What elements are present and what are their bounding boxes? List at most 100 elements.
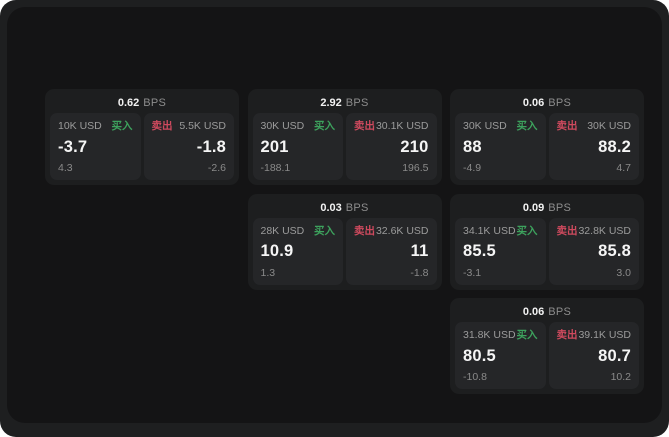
content-surface: 0.62 BPS 10K USD 买入 -3.7 4.3 卖出 5.5K USD… [7,7,662,423]
sell-side-label: 卖出 [354,120,375,132]
card-header: 0.06 BPS [455,93,639,113]
buy-sub-value: -188.1 [260,162,291,174]
buy-amount: 10K USD [58,120,102,132]
sell-panel-header: 卖出 30K USD [557,120,632,132]
sell-panel-header: 卖出 5.5K USD [152,120,227,132]
buy-price: 85.5 [463,242,496,260]
buy-sub-value: -4.9 [463,162,482,174]
bps-value: 0.09 [522,201,545,214]
bps-value: 2.92 [320,97,342,109]
buy-side-label: 买入 [516,120,538,132]
card-header: 0.62 BPS [50,93,234,113]
bps-unit-label: BPS [548,201,572,214]
buy-panel-header: 34.1K USD 买入 [463,225,538,237]
bps-value: 0.06 [522,306,545,318]
sell-sub-value: 10.2 [610,371,631,383]
sell-price: 11 [410,242,429,260]
quote-card: 0.62 BPS 10K USD 买入 -3.7 4.3 卖出 5.5K USD… [45,89,239,185]
buy-panel-header: 10K USD 买入 [58,120,133,132]
bps-unit-label: BPS [345,97,369,109]
buy-amount: 34.1K USD [463,224,516,237]
buy-panel-header: 30K USD 买入 [463,120,538,132]
bps-value: 0.06 [522,97,545,109]
sell-amount: 32.8K USD [578,224,631,237]
buy-price: 88 [463,137,482,156]
buy-panel[interactable]: 30K USD 买入 201 -188.1 [252,113,343,180]
sell-sub-value: 4.7 [616,162,631,174]
buy-side-label: 买入 [314,120,335,132]
buy-amount: 30K USD [260,120,305,132]
buy-sell-panels: 31.8K USD 买入 80.5 -10.8 卖出 39.1K USD 80.… [455,322,639,389]
buy-amount: 31.8K USD [463,329,516,341]
buy-side-label: 买入 [516,224,538,237]
quote-card: 2.92 BPS 30K USD 买入 201 -188.1 卖出 30.1K … [247,89,442,185]
sell-panel[interactable]: 卖出 32.8K USD 85.8 3.0 [548,217,639,285]
quote-card: 0.09 BPS 34.1K USD 买入 85.5 -3.1 卖出 32.8K… [450,193,644,290]
sell-sub-value: -2.6 [207,162,226,174]
buy-panel[interactable]: 34.1K USD 买入 85.5 -3.1 [455,217,546,285]
sell-sub-value: 196.5 [402,162,429,174]
buy-price: 80.5 [463,346,496,365]
sell-panel[interactable]: 卖出 30K USD 88.2 4.7 [548,113,639,180]
buy-panel[interactable]: 31.8K USD 买入 80.5 -10.8 [455,322,546,389]
bps-unit-label: BPS [345,201,369,214]
sell-panel-header: 卖出 30.1K USD [354,120,429,132]
buy-sell-panels: 10K USD 买入 -3.7 4.3 卖出 5.5K USD -1.8 -2.… [50,113,234,180]
bps-value: 0.03 [320,201,342,214]
sell-panel[interactable]: 卖出 32.6K USD 11 -1.8 [346,217,437,285]
buy-sub-value: 1.3 [260,266,276,279]
buy-price: 201 [260,137,289,156]
quote-card: 0.03 BPS 28K USD 买入 10.9 1.3 卖出 32.6K US… [247,193,442,290]
sell-panel-header: 卖出 32.6K USD [354,225,429,237]
bps-unit-label: BPS [548,97,572,109]
sell-amount: 5.5K USD [179,120,226,132]
card-header: 0.06 BPS [455,302,639,322]
sell-side-label: 卖出 [556,329,578,341]
sell-price: 210 [400,137,429,156]
buy-panel-header: 28K USD 买入 [261,225,336,237]
sell-panel-header: 卖出 32.8K USD [557,225,632,237]
buy-sub-value: -10.8 [463,371,487,383]
sell-price: 80.7 [598,346,631,365]
card-header: 0.03 BPS [253,198,437,218]
card-header: 0.09 BPS [455,198,639,218]
sell-side-label: 卖出 [151,120,173,132]
sell-price: -1.8 [196,137,226,156]
sell-side-label: 卖出 [354,224,375,237]
sell-amount: 39.1K USD [578,329,631,341]
buy-amount: 30K USD [463,120,507,132]
sell-sub-value: -1.8 [410,266,429,279]
buy-price: 10.9 [260,242,294,260]
sell-amount: 32.6K USD [375,224,429,237]
buy-price: -3.7 [58,137,88,156]
sell-panel-header: 卖出 39.1K USD [557,329,632,341]
buy-panel[interactable]: 30K USD 买入 88 -4.9 [455,113,546,180]
buy-amount: 28K USD [260,224,305,237]
quote-card: 0.06 BPS 30K USD 买入 88 -4.9 卖出 30K USD 8… [450,89,644,185]
buy-panel-header: 31.8K USD 买入 [463,329,538,341]
bps-unit-label: BPS [548,306,572,318]
buy-side-label: 买入 [111,120,133,132]
bps-unit-label: BPS [143,97,167,109]
sell-sub-value: 3.0 [616,266,631,279]
buy-sell-panels: 34.1K USD 买入 85.5 -3.1 卖出 32.8K USD 85.8… [455,217,639,285]
sell-panel[interactable]: 卖出 39.1K USD 80.7 10.2 [548,322,639,389]
buy-sell-panels: 30K USD 买入 88 -4.9 卖出 30K USD 88.2 4.7 [455,113,639,180]
buy-side-label: 买入 [516,329,538,341]
quote-card: 0.06 BPS 31.8K USD 买入 80.5 -10.8 卖出 39.1… [450,298,644,394]
sell-panel[interactable]: 卖出 30.1K USD 210 196.5 [346,113,437,180]
sell-side-label: 卖出 [556,120,578,132]
sell-price: 85.8 [598,242,631,260]
buy-sub-value: 4.3 [58,162,73,174]
buy-sell-panels: 30K USD 买入 201 -188.1 卖出 30.1K USD 210 1… [252,113,437,180]
sell-amount: 30.1K USD [375,120,429,132]
bps-value: 0.62 [117,97,140,109]
sell-panel[interactable]: 卖出 5.5K USD -1.8 -2.6 [143,113,234,180]
buy-sell-panels: 28K USD 买入 10.9 1.3 卖出 32.6K USD 11 -1.8 [252,217,437,285]
buy-sub-value: -3.1 [463,266,482,279]
buy-side-label: 买入 [314,224,335,237]
buy-panel[interactable]: 28K USD 买入 10.9 1.3 [252,217,343,285]
buy-panel[interactable]: 10K USD 买入 -3.7 4.3 [50,113,141,180]
